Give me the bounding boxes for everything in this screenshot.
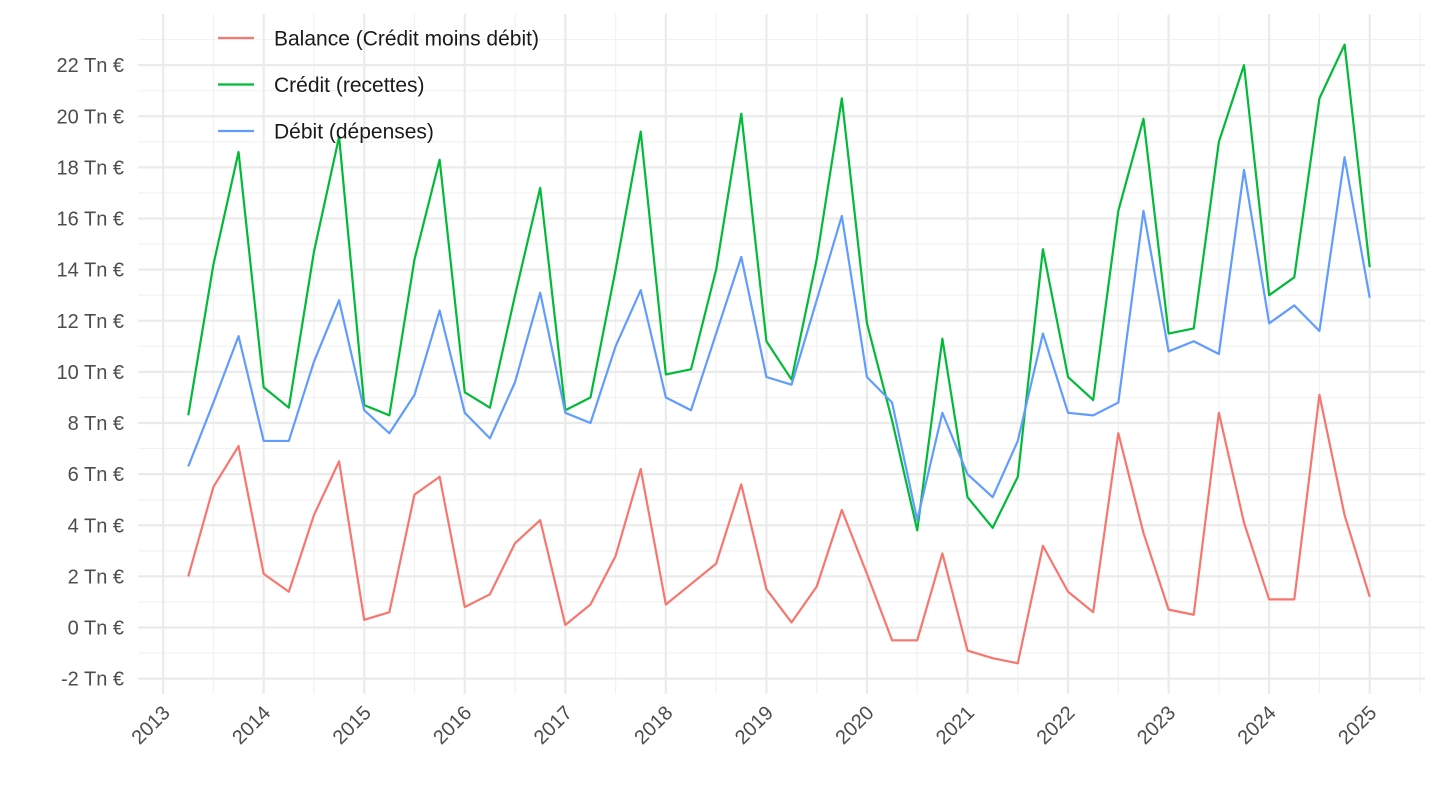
y-tick-label: 20 Tn € <box>57 106 124 128</box>
x-tick-label: 2019 <box>731 702 778 749</box>
minor-gridlines <box>138 14 1425 694</box>
x-tick-label: 2018 <box>630 702 677 749</box>
x-tick-label: 2021 <box>932 702 979 749</box>
x-tick-label: 2013 <box>128 702 175 749</box>
y-tick-label: 0 Tn € <box>68 618 124 640</box>
series-line-3 <box>187 156 1371 522</box>
series-lines <box>187 43 1371 665</box>
y-axis: -2 Tn € 0 Tn € 2 Tn € 4 Tn € 6 Tn € 8 Tn € 10 … <box>57 55 124 691</box>
x-tick-label: 2014 <box>228 702 275 749</box>
y-tick-label: 4 Tn € <box>68 515 124 537</box>
x-tick-label: 2025 <box>1334 702 1381 749</box>
major-gridlines <box>138 14 1425 694</box>
x-tick-label: 2016 <box>429 702 476 749</box>
y-tick-label: 18 Tn € <box>57 157 124 179</box>
y-tick-label: 6 Tn € <box>68 464 124 486</box>
y-tick-label: 2 Tn € <box>68 566 124 588</box>
y-tick-label: 14 Tn € <box>57 260 124 282</box>
legend: Balance (Crédit moins débit) Crédit (rece… <box>218 28 539 144</box>
legend-label-3: Débit (dépenses) <box>274 121 434 144</box>
y-tick-label: -2 Tn € <box>61 669 124 691</box>
x-tick-label: 2020 <box>831 702 878 749</box>
y-tick-label: 10 Tn € <box>57 362 124 384</box>
y-tick-label: 12 Tn € <box>57 311 124 333</box>
y-tick-label: 8 Tn € <box>68 413 124 435</box>
x-axis: 2013 2014 2015 2016 2017 2018 2019 2020 2021 2022… <box>128 702 1382 749</box>
x-tick-label: 2023 <box>1133 702 1180 749</box>
y-tick-label: 16 Tn € <box>57 209 124 231</box>
x-tick-label: 2017 <box>530 702 577 749</box>
x-tick-label: 2024 <box>1234 702 1281 749</box>
series-line-1 <box>187 393 1371 665</box>
legend-label-1: Balance (Crédit moins débit) <box>274 28 539 51</box>
x-tick-label: 2022 <box>1033 702 1080 749</box>
x-tick-label: 2015 <box>329 702 376 749</box>
series-line-2 <box>187 43 1371 532</box>
legend-label-2: Crédit (recettes) <box>274 74 425 97</box>
y-tick-label: 22 Tn € <box>57 55 124 77</box>
